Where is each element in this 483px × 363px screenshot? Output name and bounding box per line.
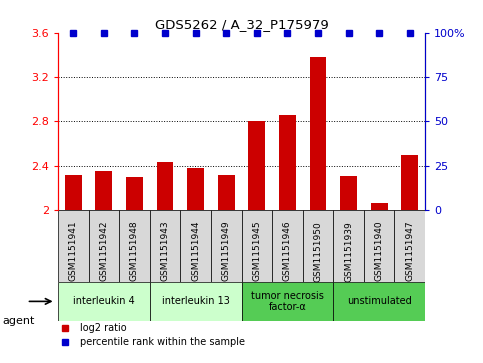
- Text: GSM1151947: GSM1151947: [405, 221, 414, 281]
- Bar: [65, 175, 82, 210]
- Text: GSM1151939: GSM1151939: [344, 221, 353, 282]
- Text: GSM1151941: GSM1151941: [69, 221, 78, 281]
- Bar: [211, 210, 242, 282]
- Text: interleukin 13: interleukin 13: [162, 296, 229, 306]
- Bar: [364, 210, 395, 282]
- Bar: [58, 282, 150, 321]
- Bar: [303, 210, 333, 282]
- Bar: [180, 210, 211, 282]
- Bar: [242, 210, 272, 282]
- Bar: [58, 210, 88, 282]
- Bar: [340, 176, 357, 210]
- Bar: [119, 210, 150, 282]
- Bar: [395, 210, 425, 282]
- Text: GSM1151948: GSM1151948: [130, 221, 139, 281]
- Bar: [96, 171, 112, 210]
- Bar: [333, 210, 364, 282]
- Bar: [187, 168, 204, 210]
- Bar: [401, 155, 418, 210]
- Text: GSM1151944: GSM1151944: [191, 221, 200, 281]
- Text: GSM1151942: GSM1151942: [99, 221, 108, 281]
- Text: tumor necrosis
factor-α: tumor necrosis factor-α: [251, 291, 324, 312]
- Bar: [333, 282, 425, 321]
- Text: GSM1151943: GSM1151943: [160, 221, 170, 281]
- Text: log2 ratio: log2 ratio: [80, 323, 127, 333]
- Text: GSM1151940: GSM1151940: [375, 221, 384, 281]
- Bar: [126, 177, 143, 210]
- Text: agent: agent: [2, 316, 35, 326]
- Bar: [310, 57, 327, 210]
- Bar: [279, 115, 296, 210]
- Text: GSM1151950: GSM1151950: [313, 221, 323, 282]
- Text: percentile rank within the sample: percentile rank within the sample: [80, 337, 245, 347]
- Text: interleukin 4: interleukin 4: [73, 296, 135, 306]
- Bar: [150, 282, 242, 321]
- Bar: [150, 210, 180, 282]
- Text: GSM1151946: GSM1151946: [283, 221, 292, 281]
- Bar: [248, 121, 265, 210]
- Text: unstimulated: unstimulated: [347, 296, 412, 306]
- Text: GSM1151949: GSM1151949: [222, 221, 231, 281]
- Text: GSM1151945: GSM1151945: [252, 221, 261, 281]
- Title: GDS5262 / A_32_P175979: GDS5262 / A_32_P175979: [155, 19, 328, 32]
- Bar: [156, 162, 173, 210]
- Bar: [88, 210, 119, 282]
- Bar: [272, 210, 303, 282]
- Bar: [371, 203, 387, 210]
- Bar: [218, 175, 235, 210]
- Bar: [242, 282, 333, 321]
